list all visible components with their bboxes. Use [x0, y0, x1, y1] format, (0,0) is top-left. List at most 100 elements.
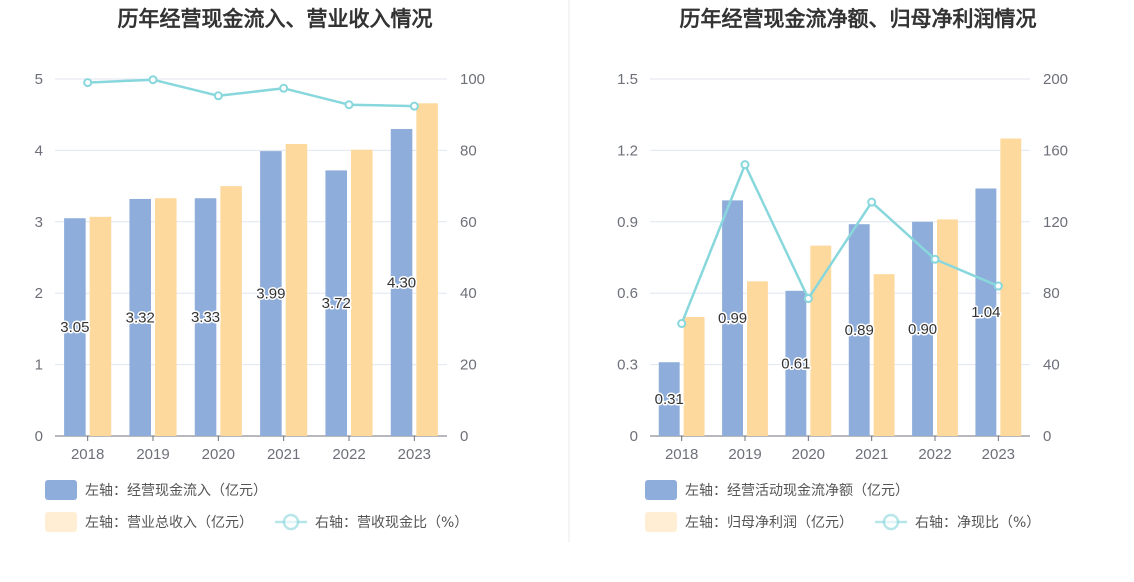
bar-series1-2023: [390, 128, 413, 437]
legend-label: 左轴：营业总收入（亿元）: [85, 515, 253, 531]
legend-swatch: [45, 512, 77, 532]
y2-tick-label: 40: [460, 285, 477, 302]
x-tick-label: 2022: [332, 446, 365, 463]
bar-series2-2019: [747, 281, 768, 436]
x-tick-label: 2021: [267, 446, 300, 463]
bar-series1-2021: [848, 224, 870, 436]
bar-series2-2023: [416, 103, 438, 436]
line-series: [87, 78, 415, 108]
bar-series2-2022: [937, 219, 958, 436]
y2-tick-label: 80: [460, 142, 477, 159]
data-label: 3.99: [256, 286, 285, 303]
bar-series2-2018: [89, 216, 112, 436]
line-point: [213, 91, 223, 101]
y2-tick-label: 20: [460, 357, 477, 374]
line-point: [993, 281, 1003, 291]
y-tick-label: 0: [35, 428, 43, 445]
bar-series1-2018: [64, 218, 86, 436]
bar-series1-2022: [912, 221, 933, 436]
chart-title: 历年经营现金流净额、归母净利润情况: [680, 7, 1037, 31]
x-tick-label: 2018: [665, 446, 698, 463]
x-tick-label: 2023: [982, 446, 1015, 463]
y2-tick-label: 200: [1043, 71, 1068, 88]
line-point: [409, 101, 419, 111]
legend-line-marker: [882, 513, 900, 531]
y2-tick-label: 0: [1043, 428, 1051, 445]
legend-swatch: [45, 480, 77, 500]
bar-series1-2019: [722, 200, 743, 436]
data-label: 3.05: [60, 319, 89, 336]
data-label: 0.61: [781, 355, 810, 372]
x-tick-label: 2018: [71, 446, 104, 463]
x-tick-label: 2023: [398, 446, 431, 463]
bar-series2-2023: [1000, 138, 1022, 436]
line-point: [803, 294, 813, 304]
data-label: 4.30: [387, 274, 416, 291]
legend-label: 右轴：净现比（%）: [915, 515, 1040, 531]
line-point: [344, 100, 354, 110]
x-tick-label: 2019: [728, 446, 761, 463]
data-label: 0.90: [908, 321, 937, 338]
bar-series2-2021: [873, 274, 895, 436]
bar-series1-2020: [785, 290, 807, 436]
data-label: 3.72: [322, 295, 351, 312]
bar-series2-2022: [351, 149, 373, 436]
bar-series1-2018: [658, 362, 680, 436]
legend-label: 左轴：归母净利润（亿元）: [685, 514, 853, 531]
y-tick-label: 5: [35, 71, 43, 88]
y-tick-label: 2: [35, 285, 43, 302]
data-label: 0.99: [718, 310, 747, 327]
bar-series1-2021: [260, 151, 282, 436]
bar-series2-2021: [285, 143, 308, 436]
chart-title: 历年经营现金流入、营业收入情况: [118, 7, 433, 31]
x-tick-label: 2020: [202, 446, 235, 463]
bar-series2-2018: [683, 317, 705, 436]
bar-series2-2019: [155, 198, 177, 436]
y-tick-label: 0.3: [617, 357, 638, 374]
x-tick-label: 2021: [855, 446, 888, 463]
data-label: 1.04: [971, 304, 1000, 321]
line-point: [867, 197, 877, 207]
data-label: 3.32: [126, 309, 155, 326]
line-point: [677, 319, 687, 329]
line-series: [680, 163, 999, 325]
y2-tick-label: 120: [1043, 214, 1068, 231]
y-tick-label: 0.9: [617, 214, 638, 231]
y-tick-label: 0: [630, 428, 638, 445]
legend-label: 右轴：营收现金比（%）: [315, 515, 468, 531]
line-point: [740, 160, 750, 170]
chart-panel-1: 历年经营现金流入、营业收入情况 0 1 2 3 4 5 0 20 40 60 80 100 2018 201…: [35, 7, 485, 532]
x-tick-label: 2020: [792, 446, 825, 463]
bar-series1-2022: [325, 170, 347, 436]
x-tick-label: 2022: [918, 446, 951, 463]
bar-series1-2019: [129, 198, 151, 436]
legend-label: 左轴：经营活动现金流净额（亿元）: [685, 483, 909, 499]
legend-line-marker: [282, 513, 300, 531]
x-tick-label: 2019: [136, 446, 169, 463]
y2-tick-label: 80: [1043, 285, 1060, 302]
bar-series1-2023: [975, 188, 997, 436]
y2-tick-label: 40: [1043, 357, 1060, 374]
data-label: 0.31: [655, 391, 684, 408]
y-tick-label: 0.6: [617, 285, 638, 302]
bar-series2-2020: [220, 186, 242, 436]
y-tick-label: 1.5: [617, 71, 638, 88]
data-label: 3.33: [191, 309, 220, 326]
legend-swatch: [645, 512, 677, 532]
y2-tick-label: 0: [460, 428, 468, 445]
y-tick-label: 1: [35, 357, 43, 374]
bar-series2-2020: [810, 245, 832, 436]
y2-tick-label: 160: [1043, 142, 1068, 159]
line-point: [148, 75, 158, 85]
legend-label: 左轴：经营现金流入（亿元）: [85, 483, 267, 499]
y2-tick-label: 60: [460, 214, 477, 231]
y-tick-label: 1.2: [617, 142, 638, 159]
bar-series1-2020: [194, 198, 217, 436]
line-point: [930, 254, 940, 264]
y-tick-label: 4: [35, 142, 43, 159]
y2-tick-label: 100: [460, 71, 485, 88]
chart-panel-2: 历年经营现金流净额、归母净利润情况 0 0.3 0.6 0.9 1.2 1.5 0 40 80 12…: [617, 7, 1068, 532]
data-label: 0.89: [845, 322, 874, 339]
legend-swatch: [645, 480, 677, 500]
